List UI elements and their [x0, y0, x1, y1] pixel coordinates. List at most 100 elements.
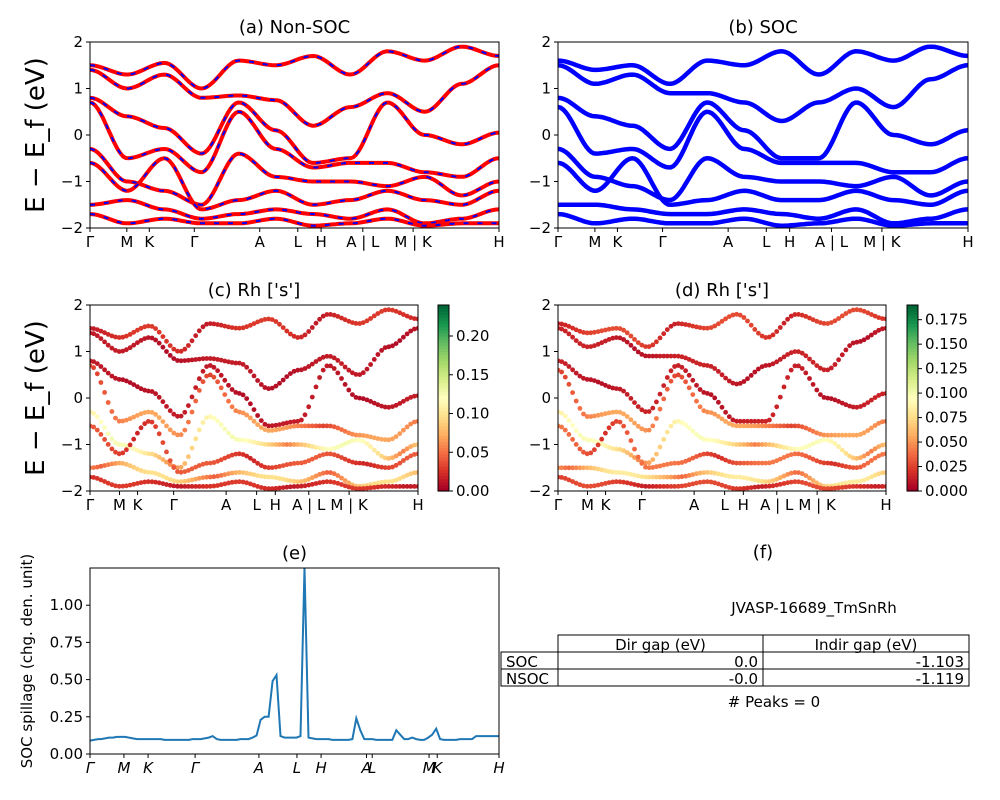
scatter-point [120, 377, 126, 383]
scatter-point [251, 321, 257, 326]
scatter-point [371, 400, 377, 406]
scatter-point [880, 316, 885, 321]
scatter-point [317, 423, 322, 429]
scatter-point [393, 462, 399, 468]
scatter-point [153, 412, 159, 417]
scatter-point [807, 443, 812, 448]
scatter-point [690, 455, 696, 461]
scatter-point [189, 477, 195, 483]
colorbar-segment [907, 460, 918, 464]
scatter-point [182, 427, 188, 433]
scatter-point [588, 437, 594, 443]
scatter-point [668, 484, 674, 489]
scatter-point [255, 378, 260, 383]
scatter-point [748, 322, 754, 328]
colorbar-frame [437, 304, 450, 492]
scatter-point [105, 462, 111, 468]
scatter-point [91, 410, 96, 416]
scatter-point [694, 480, 699, 486]
scatter-point [643, 474, 648, 480]
scatter-point [273, 464, 279, 470]
scatter-point [350, 431, 355, 437]
y-tick-label: 2 [541, 296, 551, 314]
scatter-point [643, 409, 648, 415]
x-tick-label: L [252, 496, 261, 514]
scatter-point [559, 321, 564, 327]
scatter-point [131, 329, 137, 335]
scatter-point [237, 409, 242, 415]
scatter-point [105, 332, 111, 337]
x-tick-label: A [360, 759, 371, 777]
scatter-point [748, 418, 754, 424]
scatter-point [164, 449, 169, 455]
scatter-point [712, 438, 718, 443]
colorbar-segment [907, 410, 918, 415]
scatter-point [124, 461, 129, 467]
x-tick-label: Γ [169, 496, 178, 514]
scatter-point [683, 379, 688, 385]
scatter-point [120, 348, 126, 354]
x-tick-label: L [294, 233, 303, 251]
scatter-point [124, 347, 129, 353]
x-tick-label: H [962, 233, 973, 251]
scatter-point [178, 469, 184, 475]
scatter-point [328, 363, 333, 369]
scatter-point [599, 436, 605, 442]
scatter-point [643, 344, 648, 349]
scatter-point [592, 465, 597, 471]
scatter-point [94, 476, 100, 481]
scatter-point [226, 454, 231, 459]
y-tick-label: 0.00 [50, 745, 83, 763]
scatter-point [375, 484, 381, 490]
scatter-point [120, 450, 126, 456]
scatter-point [737, 442, 743, 447]
scatter-point [299, 460, 304, 466]
scatter-point [368, 485, 373, 491]
scatter-point [559, 465, 564, 471]
scatter-point [810, 428, 816, 434]
scatter-point [138, 449, 144, 455]
scatter-point [255, 460, 260, 466]
colorbar-segment [438, 339, 449, 343]
scatter-point [719, 439, 725, 445]
scatter-point [240, 362, 246, 367]
scatter-point [756, 484, 761, 490]
scatter-point [339, 427, 344, 432]
scatter-point [320, 354, 326, 360]
scatter-point [712, 480, 718, 486]
scatter-point [135, 340, 140, 346]
scatter-point [650, 342, 656, 348]
scatter-point [752, 423, 758, 429]
scatter-point [624, 450, 630, 455]
scatter-point [624, 430, 630, 435]
scatter-point [883, 418, 886, 424]
scatter-point [745, 476, 750, 481]
scatter-point [770, 442, 776, 448]
scatter-point [876, 471, 882, 477]
scatter-point [178, 479, 184, 485]
scatter-point [273, 442, 279, 447]
scatter-point [331, 366, 337, 371]
scatter-point [149, 419, 155, 425]
scatter-point [588, 330, 594, 336]
table-footer: # Peaks = 0 [728, 693, 820, 711]
scatter-point [113, 461, 118, 466]
colorbar-segment [438, 484, 449, 489]
colorbar-segment [907, 432, 918, 436]
table-cell-value: -0.0 [729, 670, 758, 688]
x-tick-label: A [253, 759, 264, 777]
table-header-text: Dir gap (eV) [615, 636, 706, 654]
table-cell-value: 0.0 [734, 653, 758, 671]
scatter-point [211, 415, 217, 421]
scatter-point [284, 484, 290, 490]
scatter-point [847, 464, 852, 470]
scatter-point [763, 442, 769, 447]
scatter-point [153, 424, 159, 429]
scatter-point [712, 323, 718, 329]
scatter-point [189, 484, 195, 489]
scatter-point [127, 463, 133, 469]
scatter-point [836, 485, 841, 491]
scatter-point [759, 484, 765, 489]
scatter-point [599, 381, 605, 386]
